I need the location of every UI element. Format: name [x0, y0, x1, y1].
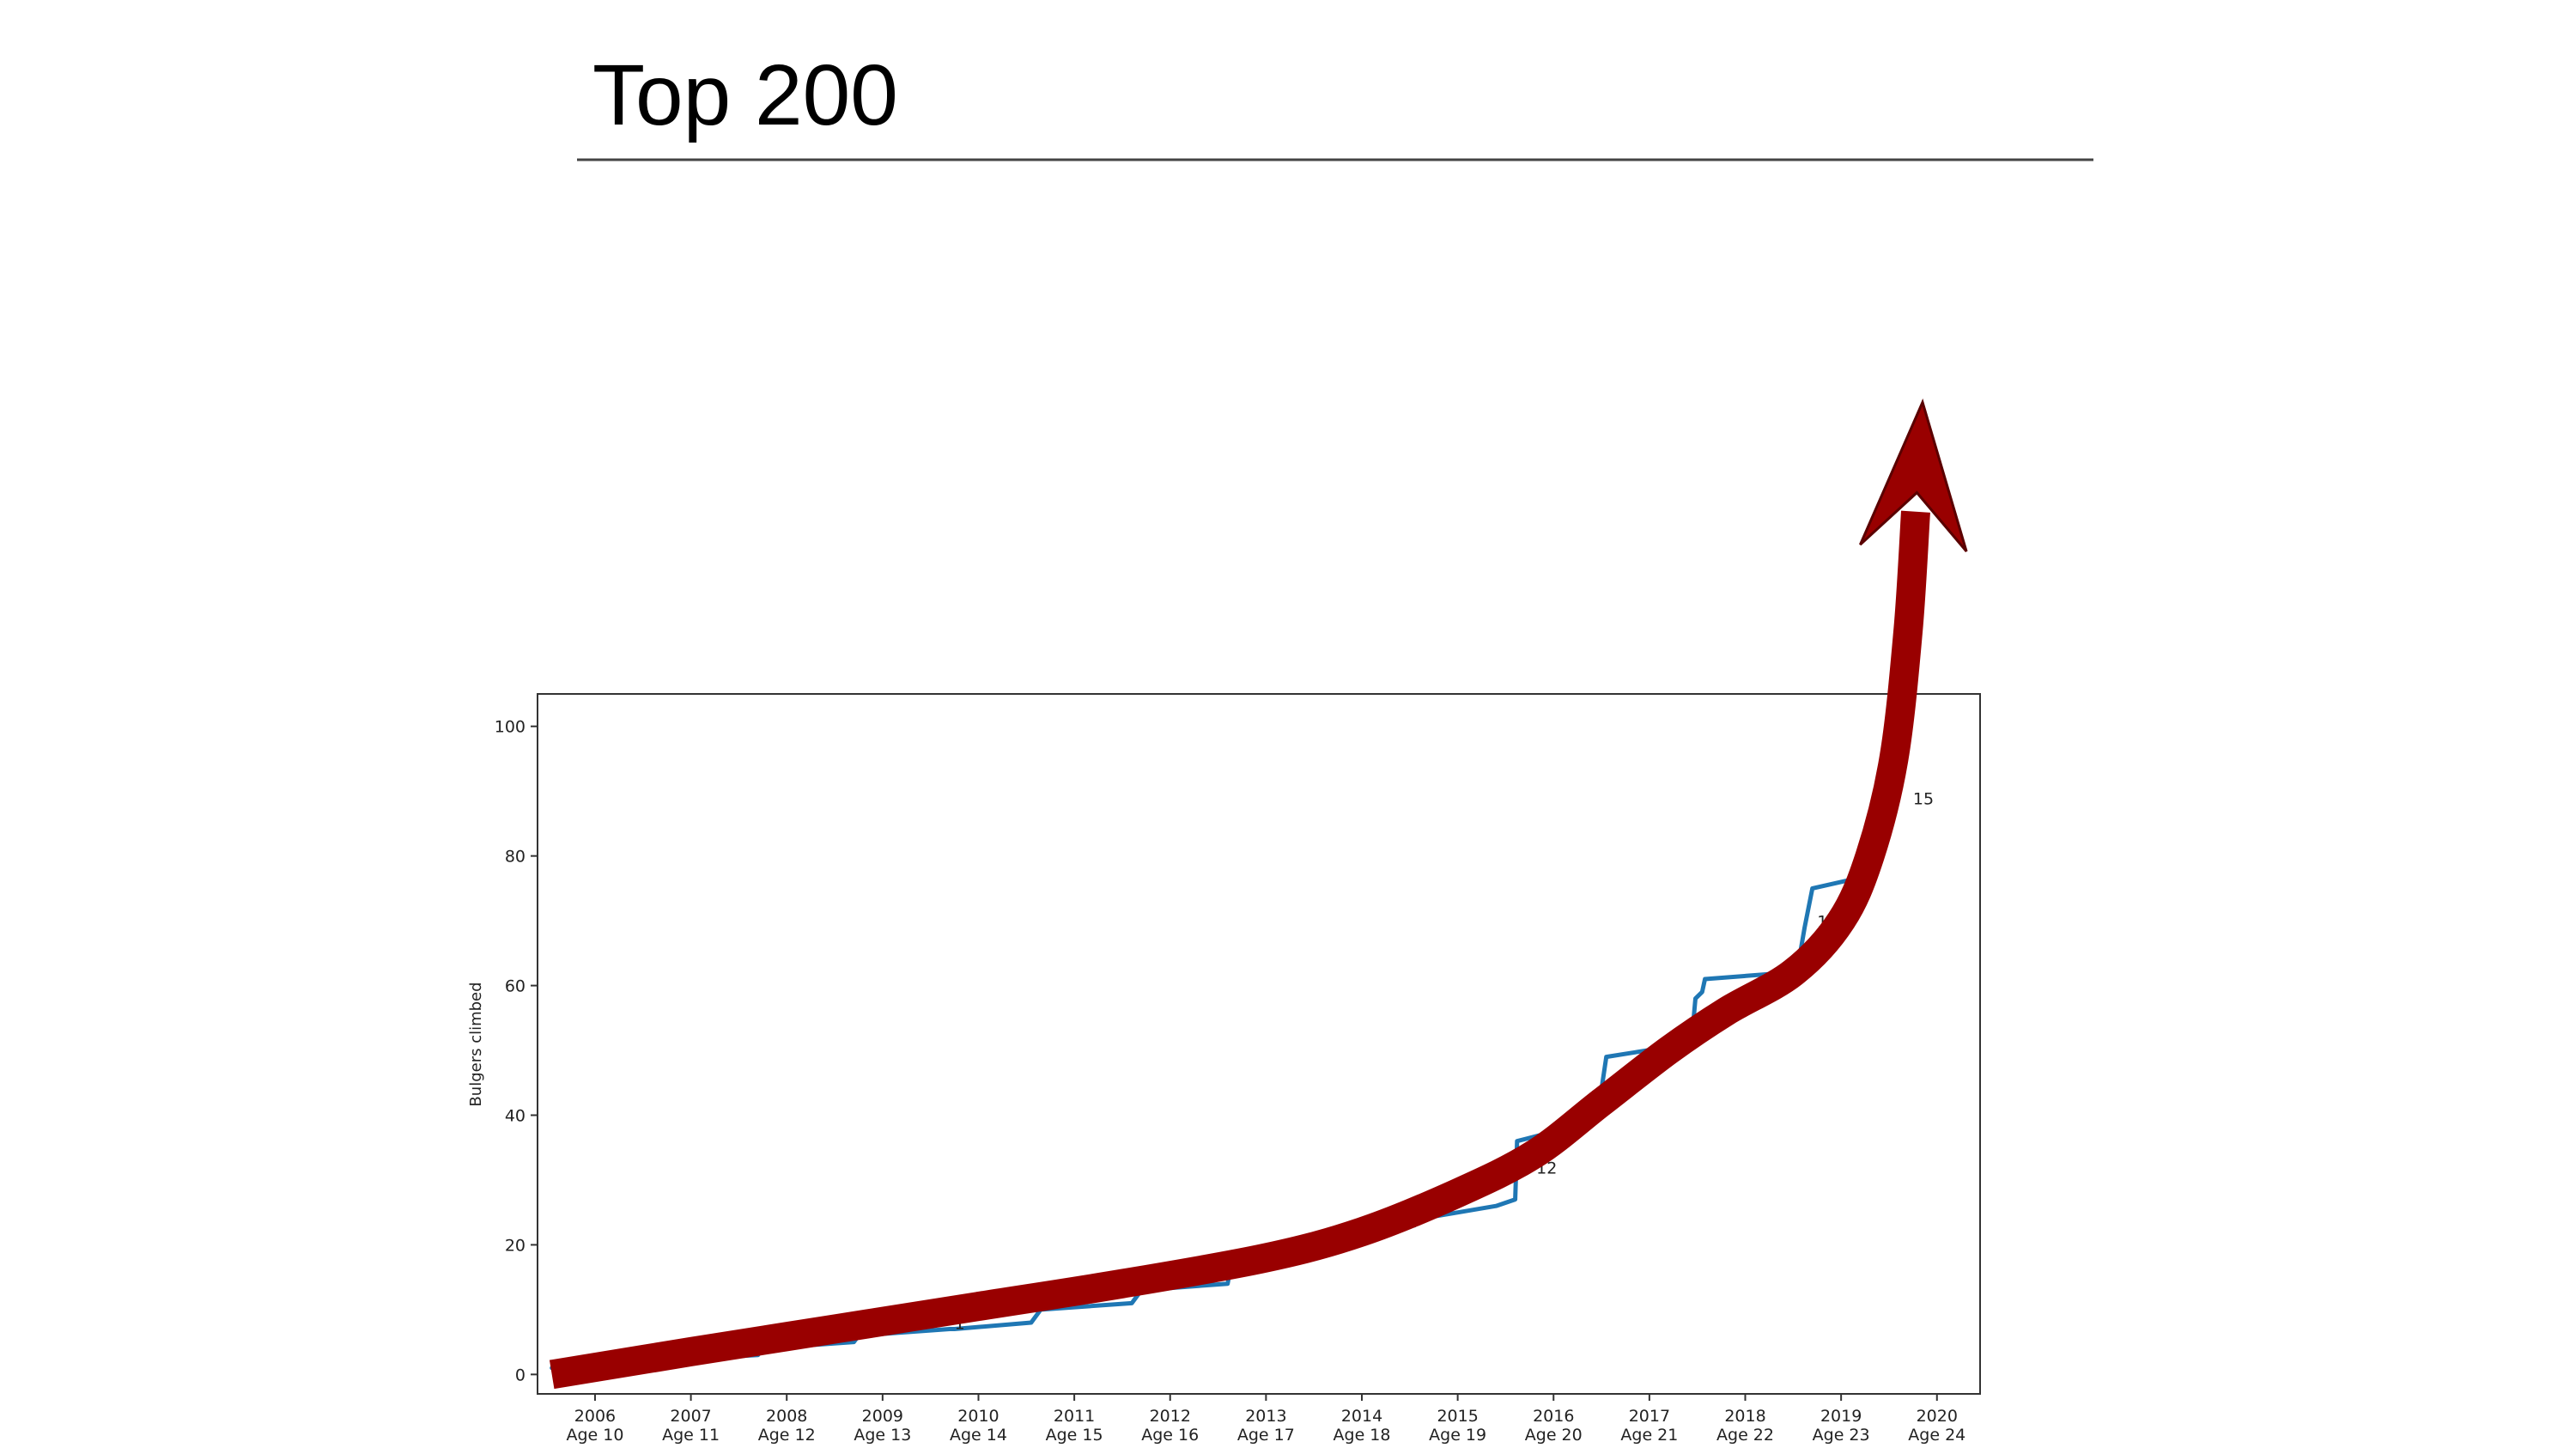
x-tick-age: Age 21 — [1620, 1426, 1678, 1445]
y-axis-label: Bulgers climbed — [467, 982, 485, 1106]
plot-frame — [537, 693, 1981, 1395]
x-tick-year: 2007 — [670, 1407, 711, 1426]
x-tick-age: Age 19 — [1429, 1426, 1486, 1445]
x-tick-year: 2009 — [862, 1407, 903, 1426]
trend-arrow-head — [1859, 398, 1968, 552]
x-tick-year: 2018 — [1724, 1407, 1765, 1426]
x-tick-year: 2019 — [1820, 1407, 1862, 1426]
x-tick-age: Age 16 — [1141, 1426, 1199, 1445]
x-tick-age: Age 11 — [662, 1426, 720, 1445]
x-tick-age: Age 12 — [758, 1426, 816, 1445]
x-tick-year: 2017 — [1629, 1407, 1670, 1426]
y-tick-label: 80 — [505, 848, 526, 867]
x-tick-age: Age 17 — [1237, 1426, 1295, 1445]
x-tick-year: 2016 — [1533, 1407, 1574, 1426]
x-tick-age: Age 14 — [950, 1426, 1007, 1445]
x-tick-age: Age 23 — [1813, 1426, 1870, 1445]
x-tick-age: Age 22 — [1716, 1426, 1774, 1445]
x-tick-year: 2011 — [1054, 1407, 1095, 1426]
x-tick-age: Age 20 — [1525, 1426, 1583, 1445]
x-tick-age: Age 15 — [1046, 1426, 1103, 1445]
y-tick-label: 0 — [515, 1366, 526, 1384]
x-tick-year: 2010 — [957, 1407, 999, 1426]
x-tick-age: Age 13 — [854, 1426, 911, 1445]
x-tick-year: 2014 — [1341, 1407, 1382, 1426]
x-tick-year: 2006 — [574, 1407, 616, 1426]
x-tick-year: 2015 — [1437, 1407, 1478, 1426]
y-tick-label: 20 — [505, 1236, 526, 1255]
x-tick-year: 2013 — [1245, 1407, 1286, 1426]
x-tick-age: Age 24 — [1908, 1426, 1965, 1445]
y-tick-label: 40 — [505, 1107, 526, 1126]
x-tick-year: 2020 — [1917, 1407, 1958, 1426]
y-axis: 0 20 40 60 80 100 — [495, 718, 538, 1384]
trend-arrow-shaft — [549, 510, 1930, 1390]
x-tick-year: 2012 — [1150, 1407, 1191, 1426]
slide-title: Top 200 — [592, 47, 898, 143]
trend-arrow — [549, 398, 1968, 1390]
annotation-label: 15 — [1913, 789, 1934, 808]
y-tick-label: 100 — [495, 718, 526, 737]
y-tick-label: 60 — [505, 977, 526, 996]
x-tick-year: 2008 — [766, 1407, 807, 1426]
x-tick-age: Age 10 — [566, 1426, 623, 1445]
x-tick-age: Age 18 — [1334, 1426, 1391, 1445]
